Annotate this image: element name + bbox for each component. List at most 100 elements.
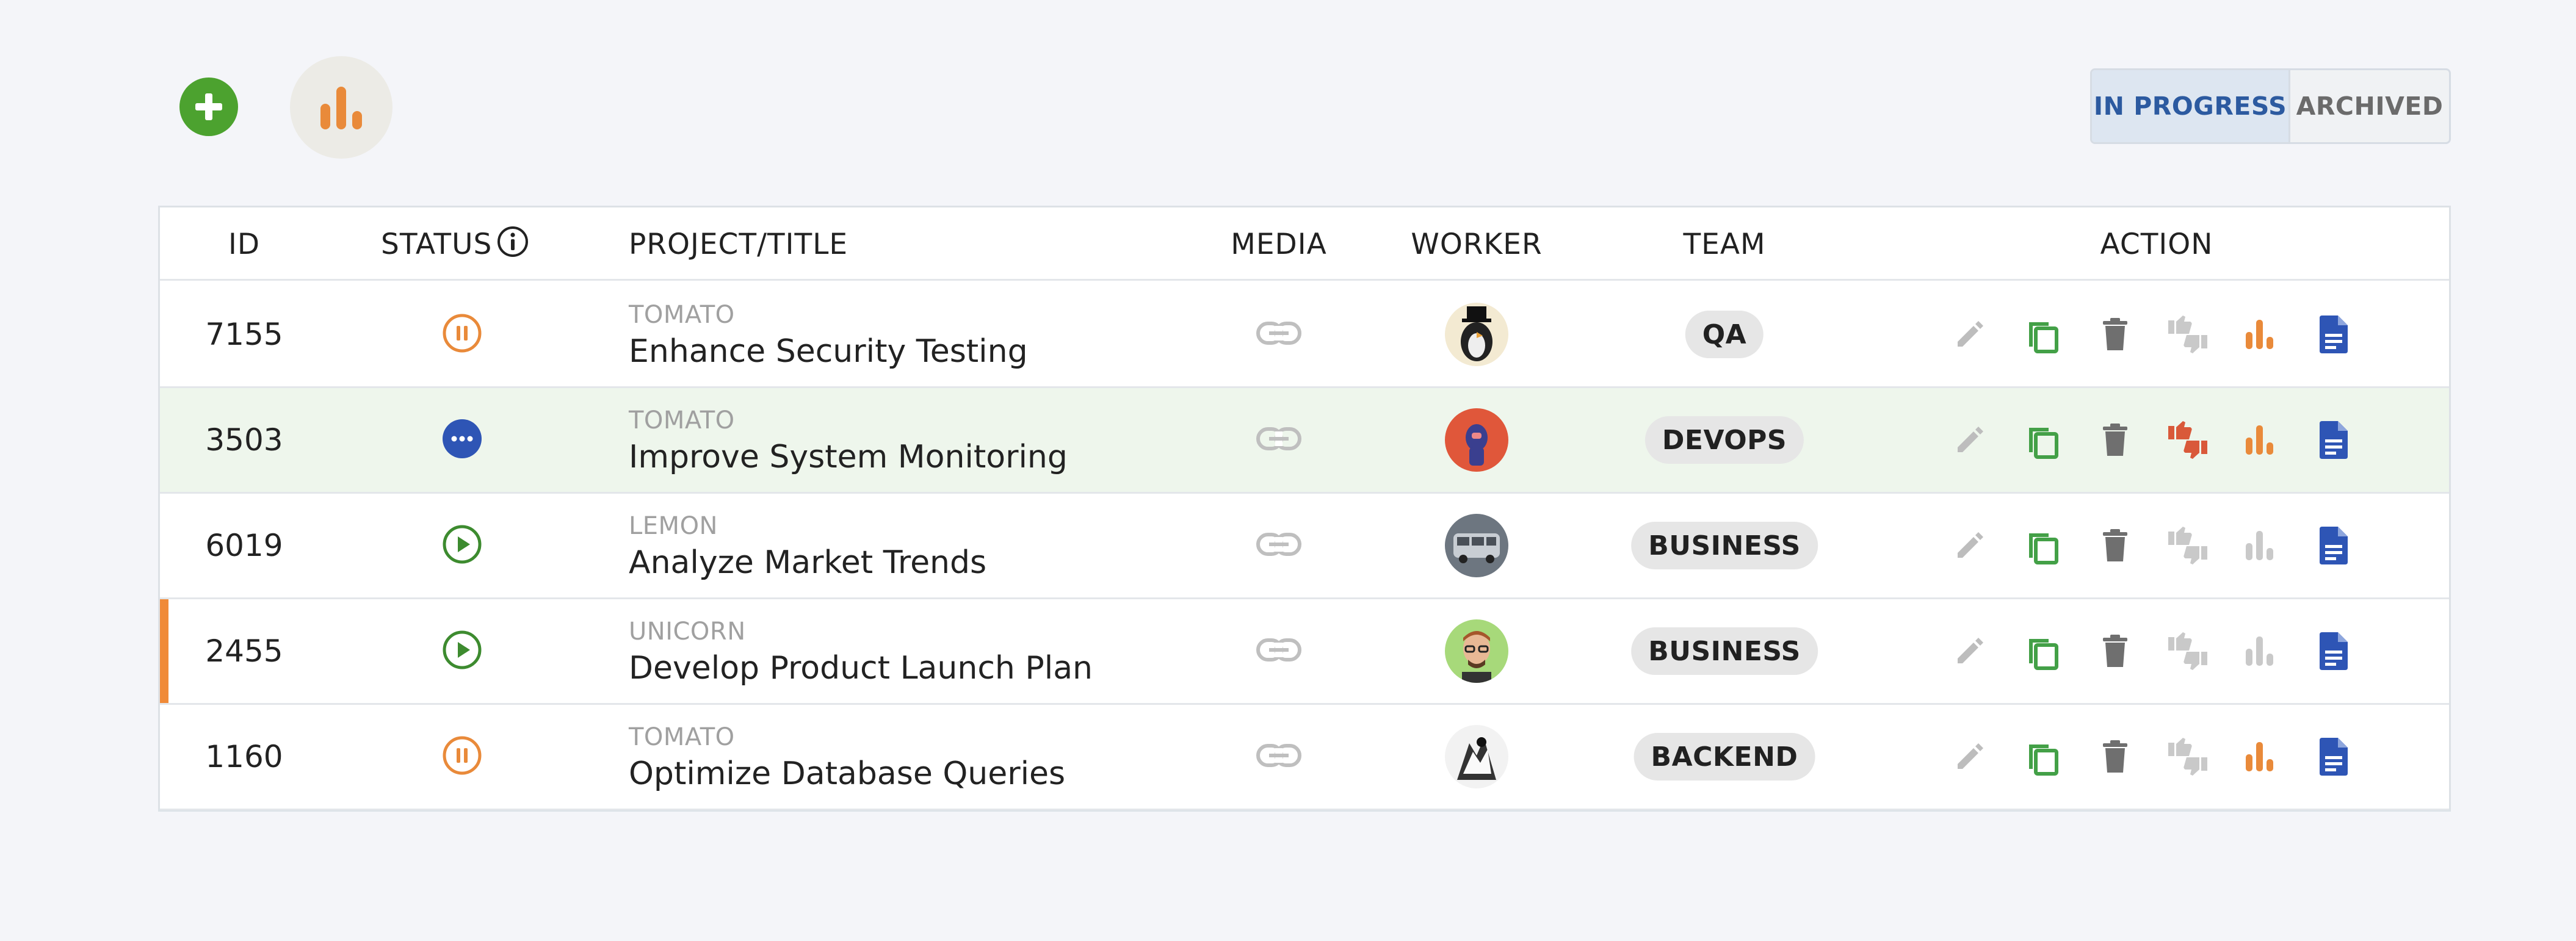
status-cell[interactable] xyxy=(441,283,483,386)
row-id: 7155 xyxy=(205,317,283,352)
table-row[interactable]: 6019 LEMON Analyze Market Trends BUSINESS xyxy=(160,494,2449,599)
delete-icon[interactable] xyxy=(2091,599,2140,703)
project-tag: LEMON xyxy=(629,512,718,540)
table-row[interactable]: 1160 TOMATO Optimize Database Queries BACKE… xyxy=(160,705,2449,810)
header-project: PROJECT/TITLE xyxy=(629,227,848,261)
thumbs-icon[interactable] xyxy=(2163,494,2212,597)
bar-chart-icon[interactable] xyxy=(2235,494,2284,597)
row-id: 3503 xyxy=(205,422,283,458)
worker-avatar[interactable] xyxy=(1445,725,1508,788)
project-title[interactable]: Develop Product Launch Plan xyxy=(629,650,1093,687)
edit-icon[interactable] xyxy=(1945,283,1994,386)
delete-icon[interactable] xyxy=(2091,283,2140,386)
document-icon[interactable] xyxy=(2309,705,2358,809)
statistics-button[interactable] xyxy=(290,56,393,159)
copy-icon[interactable] xyxy=(2018,388,2067,492)
view-toggle: IN PROGRESS ARCHIVED xyxy=(2090,68,2451,144)
worker-cell xyxy=(1445,599,1508,703)
link-icon[interactable] xyxy=(1256,532,1302,559)
table-row[interactable]: 7155 TOMATO Enhance Security Testing QA xyxy=(160,283,2449,388)
team-badge: QA xyxy=(1685,311,1764,358)
bar-chart-icon[interactable] xyxy=(2235,283,2284,386)
bar-chart-icon xyxy=(320,87,362,129)
id-cell: 6019 xyxy=(205,494,283,597)
status-cell[interactable] xyxy=(441,494,483,597)
bar-chart-icon[interactable] xyxy=(2235,599,2284,703)
worker-avatar[interactable] xyxy=(1445,619,1508,683)
in-progress-toggle[interactable]: IN PROGRESS xyxy=(2092,70,2290,142)
id-cell: 7155 xyxy=(205,283,283,386)
worker-avatar[interactable] xyxy=(1445,303,1508,366)
team-cell: BUSINESS xyxy=(1631,599,1818,703)
document-icon[interactable] xyxy=(2309,283,2358,386)
status-cell[interactable] xyxy=(441,599,483,703)
delete-icon[interactable] xyxy=(2091,705,2140,809)
thumbs-icon[interactable] xyxy=(2163,599,2212,703)
add-project-button[interactable] xyxy=(179,78,238,136)
link-icon[interactable] xyxy=(1256,638,1302,665)
media-cell[interactable] xyxy=(1256,705,1302,809)
project-cell: LEMON Analyze Market Trends xyxy=(629,494,986,597)
play-status-icon[interactable] xyxy=(441,523,483,568)
document-icon[interactable] xyxy=(2309,388,2358,492)
edit-icon[interactable] xyxy=(1945,494,1994,597)
project-tag: UNICORN xyxy=(629,618,746,646)
thumbs-icon[interactable] xyxy=(2163,283,2212,386)
link-icon[interactable] xyxy=(1256,427,1302,453)
header-media: MEDIA xyxy=(1231,227,1327,261)
project-cell: TOMATO Improve System Monitoring xyxy=(629,388,1068,492)
project-tag: TOMATO xyxy=(629,723,735,751)
bar-chart-icon[interactable] xyxy=(2235,388,2284,492)
thumbs-icon[interactable] xyxy=(2163,705,2212,809)
row-priority-flag xyxy=(160,599,168,703)
header-worker: WORKER xyxy=(1411,227,1543,261)
project-title[interactable]: Enhance Security Testing xyxy=(629,333,1028,370)
status-cell[interactable] xyxy=(441,388,483,492)
copy-icon[interactable] xyxy=(2018,599,2067,703)
project-title[interactable]: Optimize Database Queries xyxy=(629,755,1066,792)
row-id: 6019 xyxy=(205,528,283,563)
delete-icon[interactable] xyxy=(2091,388,2140,492)
media-cell[interactable] xyxy=(1256,388,1302,492)
edit-icon[interactable] xyxy=(1945,388,1994,492)
project-cell: UNICORN Develop Product Launch Plan xyxy=(629,599,1093,703)
row-id: 1160 xyxy=(205,739,283,774)
project-title[interactable]: Analyze Market Trends xyxy=(629,544,987,581)
edit-icon[interactable] xyxy=(1945,705,1994,809)
bar-chart-icon[interactable] xyxy=(2235,705,2284,809)
worker-avatar[interactable] xyxy=(1445,408,1508,472)
row-id: 2455 xyxy=(205,633,283,669)
status-cell[interactable] xyxy=(441,705,483,809)
table-row[interactable]: 2455 UNICORN Develop Product Launch Plan BU… xyxy=(160,599,2449,705)
link-icon[interactable] xyxy=(1256,321,1302,348)
id-cell: 2455 xyxy=(205,599,283,703)
project-tag: TOMATO xyxy=(629,301,735,329)
document-icon[interactable] xyxy=(2309,599,2358,703)
media-cell[interactable] xyxy=(1256,599,1302,703)
copy-icon[interactable] xyxy=(2018,283,2067,386)
more-status-icon[interactable] xyxy=(441,417,483,463)
paused-status-icon[interactable] xyxy=(441,734,483,779)
delete-icon[interactable] xyxy=(2091,494,2140,597)
document-icon[interactable] xyxy=(2309,494,2358,597)
copy-icon[interactable] xyxy=(2018,494,2067,597)
table-row[interactable]: 3503 TOMATO Improve System Monitoring DEVOP… xyxy=(160,388,2449,494)
worker-avatar[interactable] xyxy=(1445,514,1508,577)
paused-status-icon[interactable] xyxy=(441,312,483,357)
edit-icon[interactable] xyxy=(1945,599,1994,703)
media-cell[interactable] xyxy=(1256,494,1302,597)
team-badge: BUSINESS xyxy=(1631,627,1818,675)
play-status-icon[interactable] xyxy=(441,629,483,674)
project-title[interactable]: Improve System Monitoring xyxy=(629,439,1068,475)
header-status-label: STATUS xyxy=(381,227,493,261)
team-cell: QA xyxy=(1685,283,1764,386)
copy-icon[interactable] xyxy=(2018,705,2067,809)
worker-cell xyxy=(1445,283,1508,386)
header-status: STATUS xyxy=(381,207,530,281)
info-icon[interactable] xyxy=(496,225,530,259)
thumbs-rated-icon[interactable] xyxy=(2163,388,2212,492)
table-header: ID STATUS PROJECT/TITLE MEDIA WORKER TEA… xyxy=(160,207,2449,281)
media-cell[interactable] xyxy=(1256,283,1302,386)
archived-toggle[interactable]: ARCHIVED xyxy=(2296,92,2444,121)
link-icon[interactable] xyxy=(1256,743,1302,770)
